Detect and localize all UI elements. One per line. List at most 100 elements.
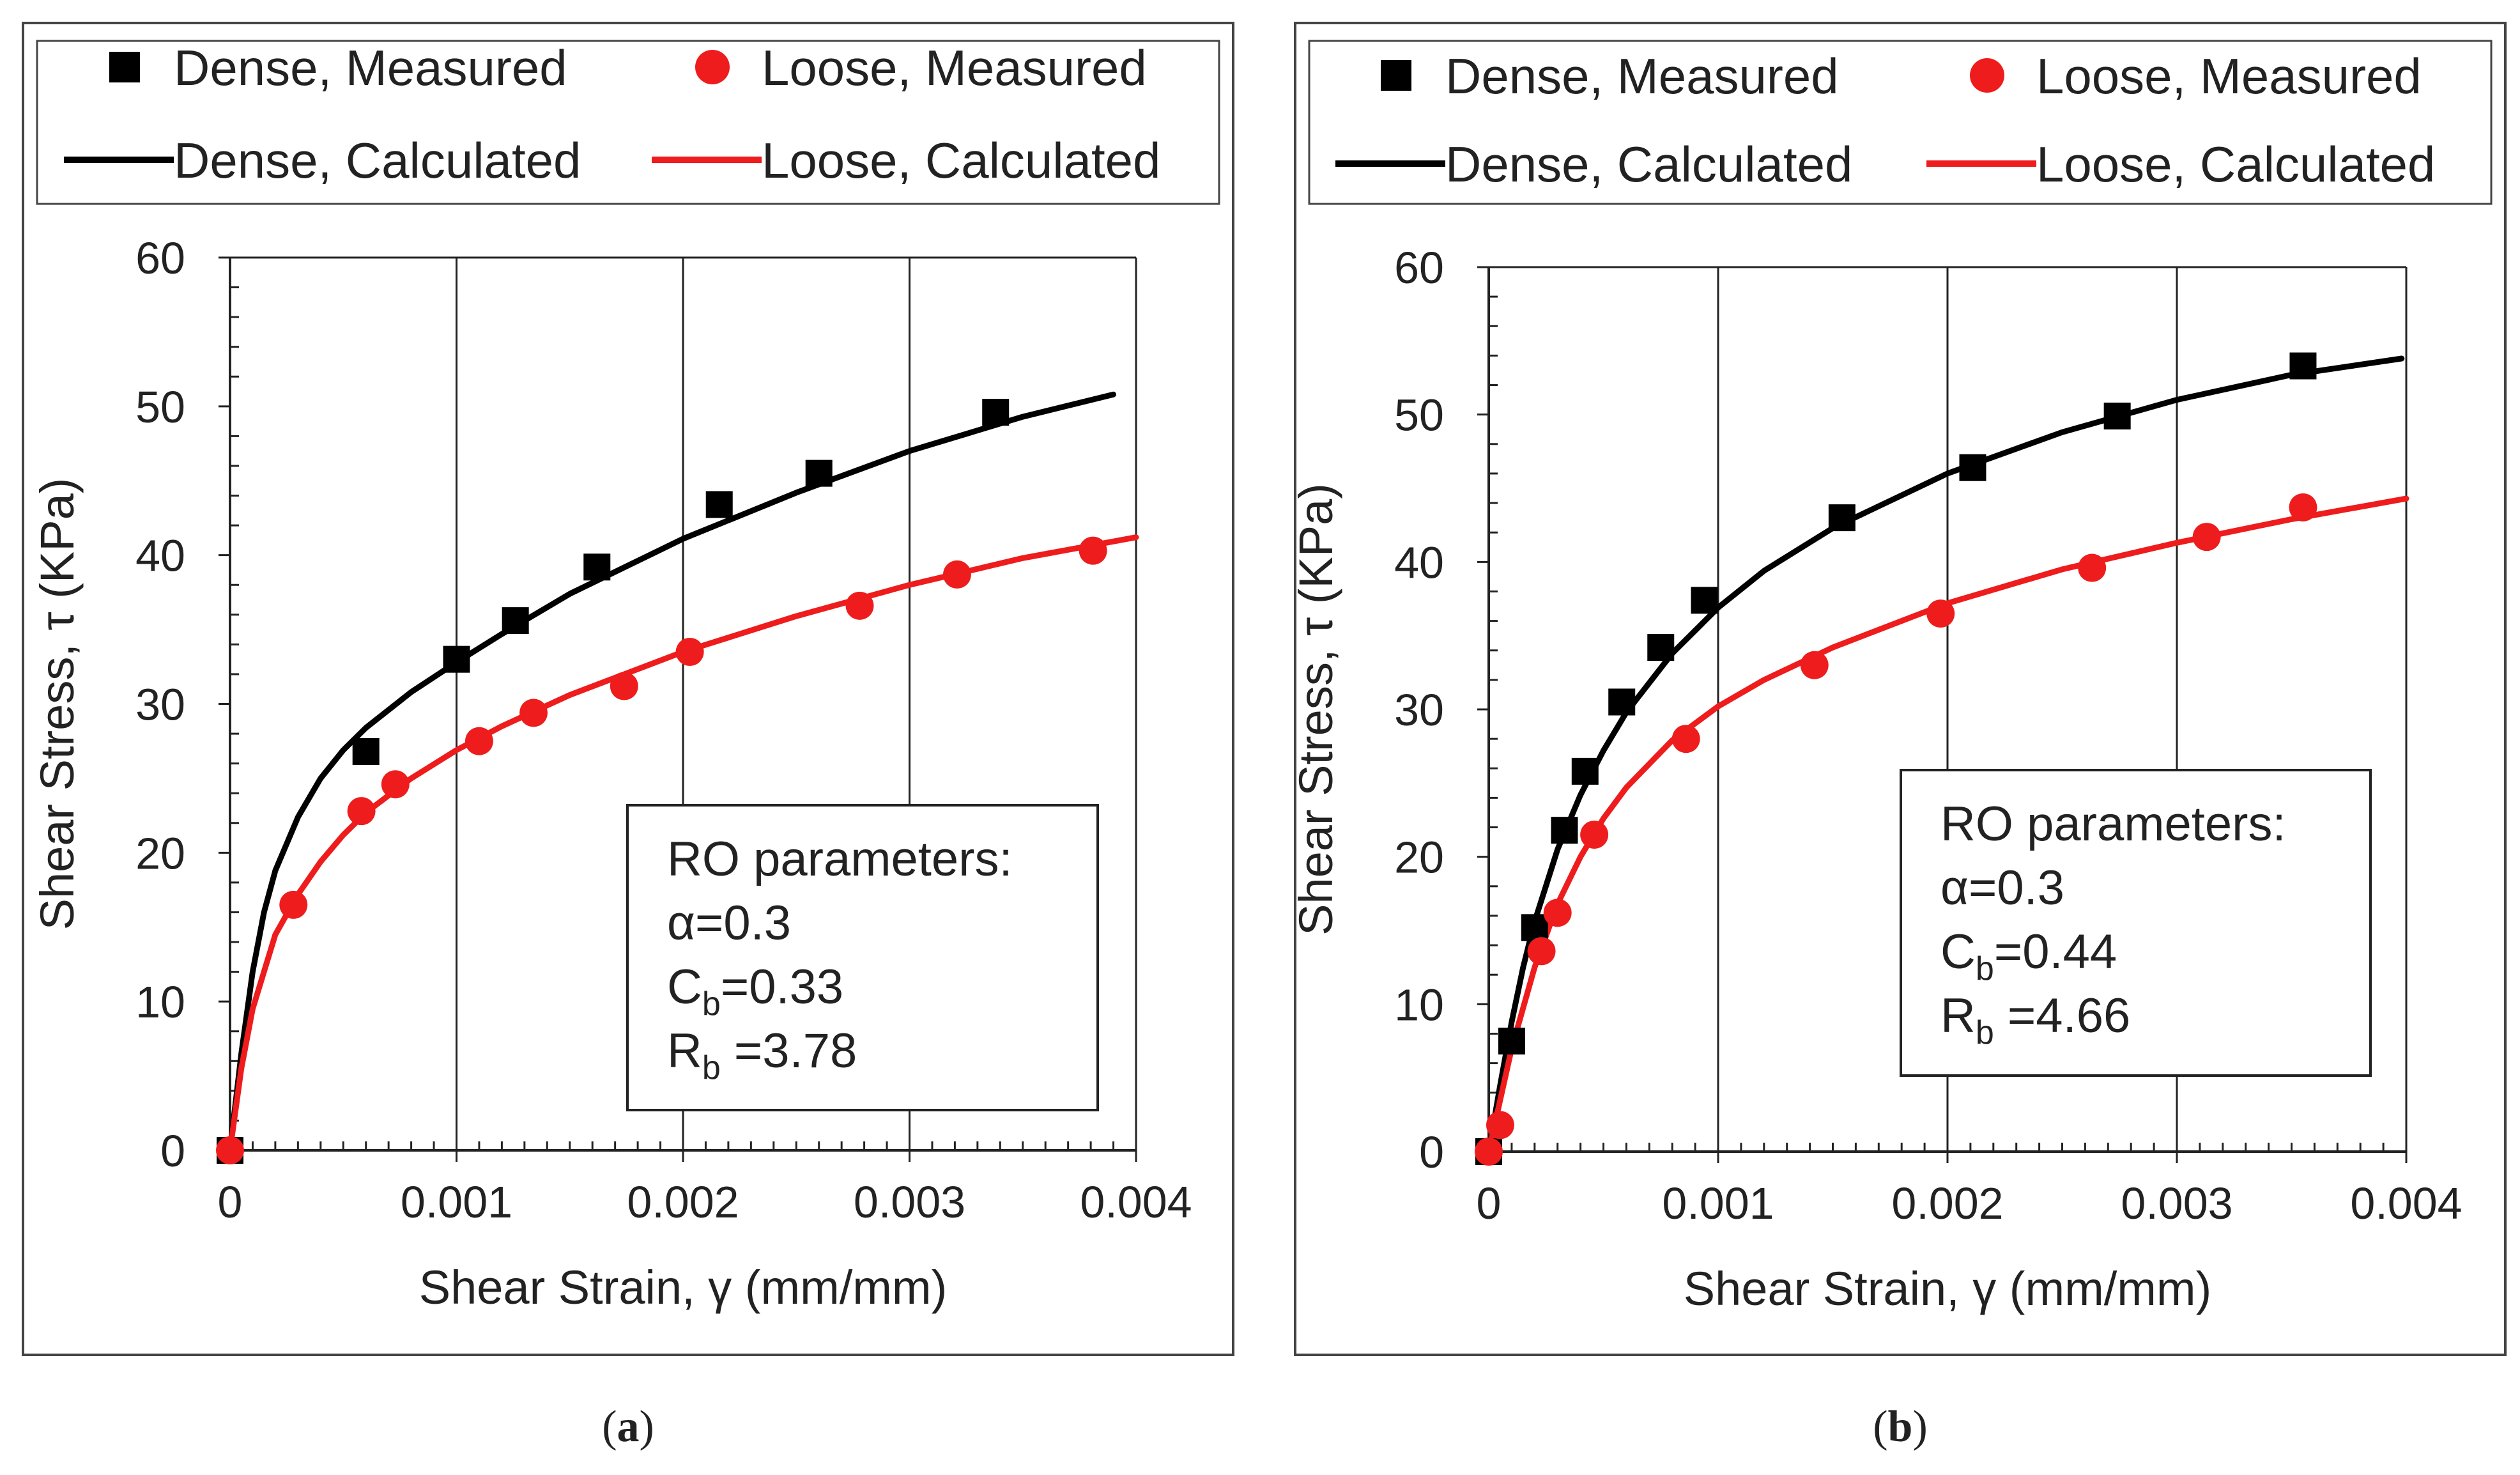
legend-marker-square [109,52,140,82]
y-tick-label: 40 [135,531,185,581]
curve-dense-calculated [1486,355,2405,1155]
point-dense-measured [1959,454,1986,481]
point-loose-measured [519,699,548,727]
point-loose-measured [1527,937,1556,966]
point-loose-measured [1475,1138,1503,1166]
legend-entry: Dense, Calculated [174,132,581,189]
point-loose-measured [1926,599,1955,628]
point-dense-measured [1521,914,1548,941]
curve-loose-calculated [227,534,1139,1154]
legend-marker-square [1381,60,1411,91]
ro-alpha: α=0.3 [667,896,791,950]
y-tick-label: 60 [135,233,185,283]
point-dense-measured [982,399,1010,426]
legend-box [1308,40,2493,205]
point-loose-measured [2192,523,2221,552]
legend-marker-circle [695,50,730,84]
x-tick-label: 0 [218,1177,243,1227]
point-dense-measured [352,738,380,766]
y-tick-label: 30 [1394,685,1444,735]
panel-caption: (b) [1873,1402,1928,1451]
point-loose-measured [675,638,704,667]
y-tick-label: 10 [135,977,185,1027]
ro-cb: Cb=0.44 [1940,925,2117,987]
x-tick-label: 0.001 [1662,1178,1774,1228]
ro-title: RO parameters: [667,832,1013,886]
panel-b: Dense, Measured Loose, Measured Dense, Cal… [1289,22,2507,1451]
x-tick-label: 0.004 [2350,1178,2462,1228]
point-loose-measured [610,672,638,700]
point-loose-measured [1486,1111,1514,1139]
legend-entry: Dense, Calculated [1445,136,1852,192]
point-dense-measured [705,491,733,518]
point-dense-measured [443,645,470,673]
y-tick-label: 30 [135,680,185,730]
panel-frame [22,22,1234,1356]
panel-a: Dense, Measured Loose, Measured Dense, Cal… [22,22,1234,1451]
x-tick-label: 0.004 [1080,1177,1192,1227]
ro-parameters-box [626,804,1099,1111]
legend-box [36,40,1220,205]
legend-entry: Loose, Measured [2036,48,2422,104]
point-dense-measured [1691,587,1718,614]
ro-parameters-box [1900,769,2372,1077]
point-loose-measured [347,797,376,826]
point-dense-measured [1551,817,1578,844]
legend-entry: Loose, Measured [762,40,1147,96]
point-dense-measured [805,459,833,487]
y-tick-label: 50 [1394,390,1444,440]
ro-alpha: α=0.3 [1940,861,2064,915]
y-tick-label: 60 [1394,243,1444,293]
point-loose-measured [1079,536,1107,565]
point-loose-measured [1580,821,1609,849]
point-loose-measured [1671,725,1700,753]
y-tick-label: 50 [135,382,185,432]
x-tick-label: 0 [1477,1178,1502,1228]
x-tick-label: 0.001 [401,1177,512,1227]
point-dense-measured [1571,757,1599,785]
point-loose-measured [216,1136,244,1164]
point-loose-measured [942,560,971,589]
y-tick-label: 20 [135,828,185,878]
point-loose-measured [1800,651,1829,679]
point-loose-measured [2289,493,2317,521]
panel-caption: (a) [602,1402,654,1451]
point-dense-measured [502,607,529,635]
x-tick-label: 0.003 [854,1177,965,1227]
y-tick-label: 20 [1394,833,1444,883]
point-loose-measured [2078,553,2107,582]
y-axis-title: Shear Stress, τ (KPa) [1289,483,1342,936]
y-tick-label: 40 [1394,537,1444,587]
point-loose-measured [381,770,410,799]
point-dense-measured [1828,504,1855,532]
y-tick-label: 0 [1419,1127,1444,1177]
x-axis-title: Shear Strain, γ (mm/mm) [419,1261,947,1314]
y-tick-label: 0 [160,1126,185,1176]
point-dense-measured [1647,634,1675,661]
legend-marker-circle [1970,58,2004,93]
point-loose-measured [279,890,308,919]
point-dense-measured [583,553,611,581]
point-dense-measured [2103,402,2131,429]
x-tick-label: 0.003 [2121,1178,2232,1228]
y-tick-label: 10 [1394,980,1444,1030]
legend-entry: Loose, Calculated [762,132,1160,189]
point-dense-measured [2289,352,2317,380]
panel-frame [1294,22,2507,1356]
ro-cb: Cb=0.33 [667,960,843,1023]
x-axis-title: Shear Strain, γ (mm/mm) [1684,1262,2211,1315]
x-tick-label: 0.002 [1891,1178,2003,1228]
legend-entry: Dense, Measured [1445,48,1839,104]
ro-rb: Rb =3.78 [667,1024,857,1086]
x-tick-label: 0.002 [627,1177,739,1227]
legend-entry: Loose, Calculated [2036,136,2435,192]
point-loose-measured [1543,899,1572,927]
point-dense-measured [1498,1028,1525,1054]
ro-rb: Rb =4.66 [1940,989,2130,1051]
point-loose-measured [845,591,874,620]
legend-entry: Dense, Measured [174,40,567,96]
point-loose-measured [465,727,493,755]
ro-title: RO parameters: [1940,797,2286,851]
y-axis-title: Shear Stress, τ (KPa) [31,478,84,931]
